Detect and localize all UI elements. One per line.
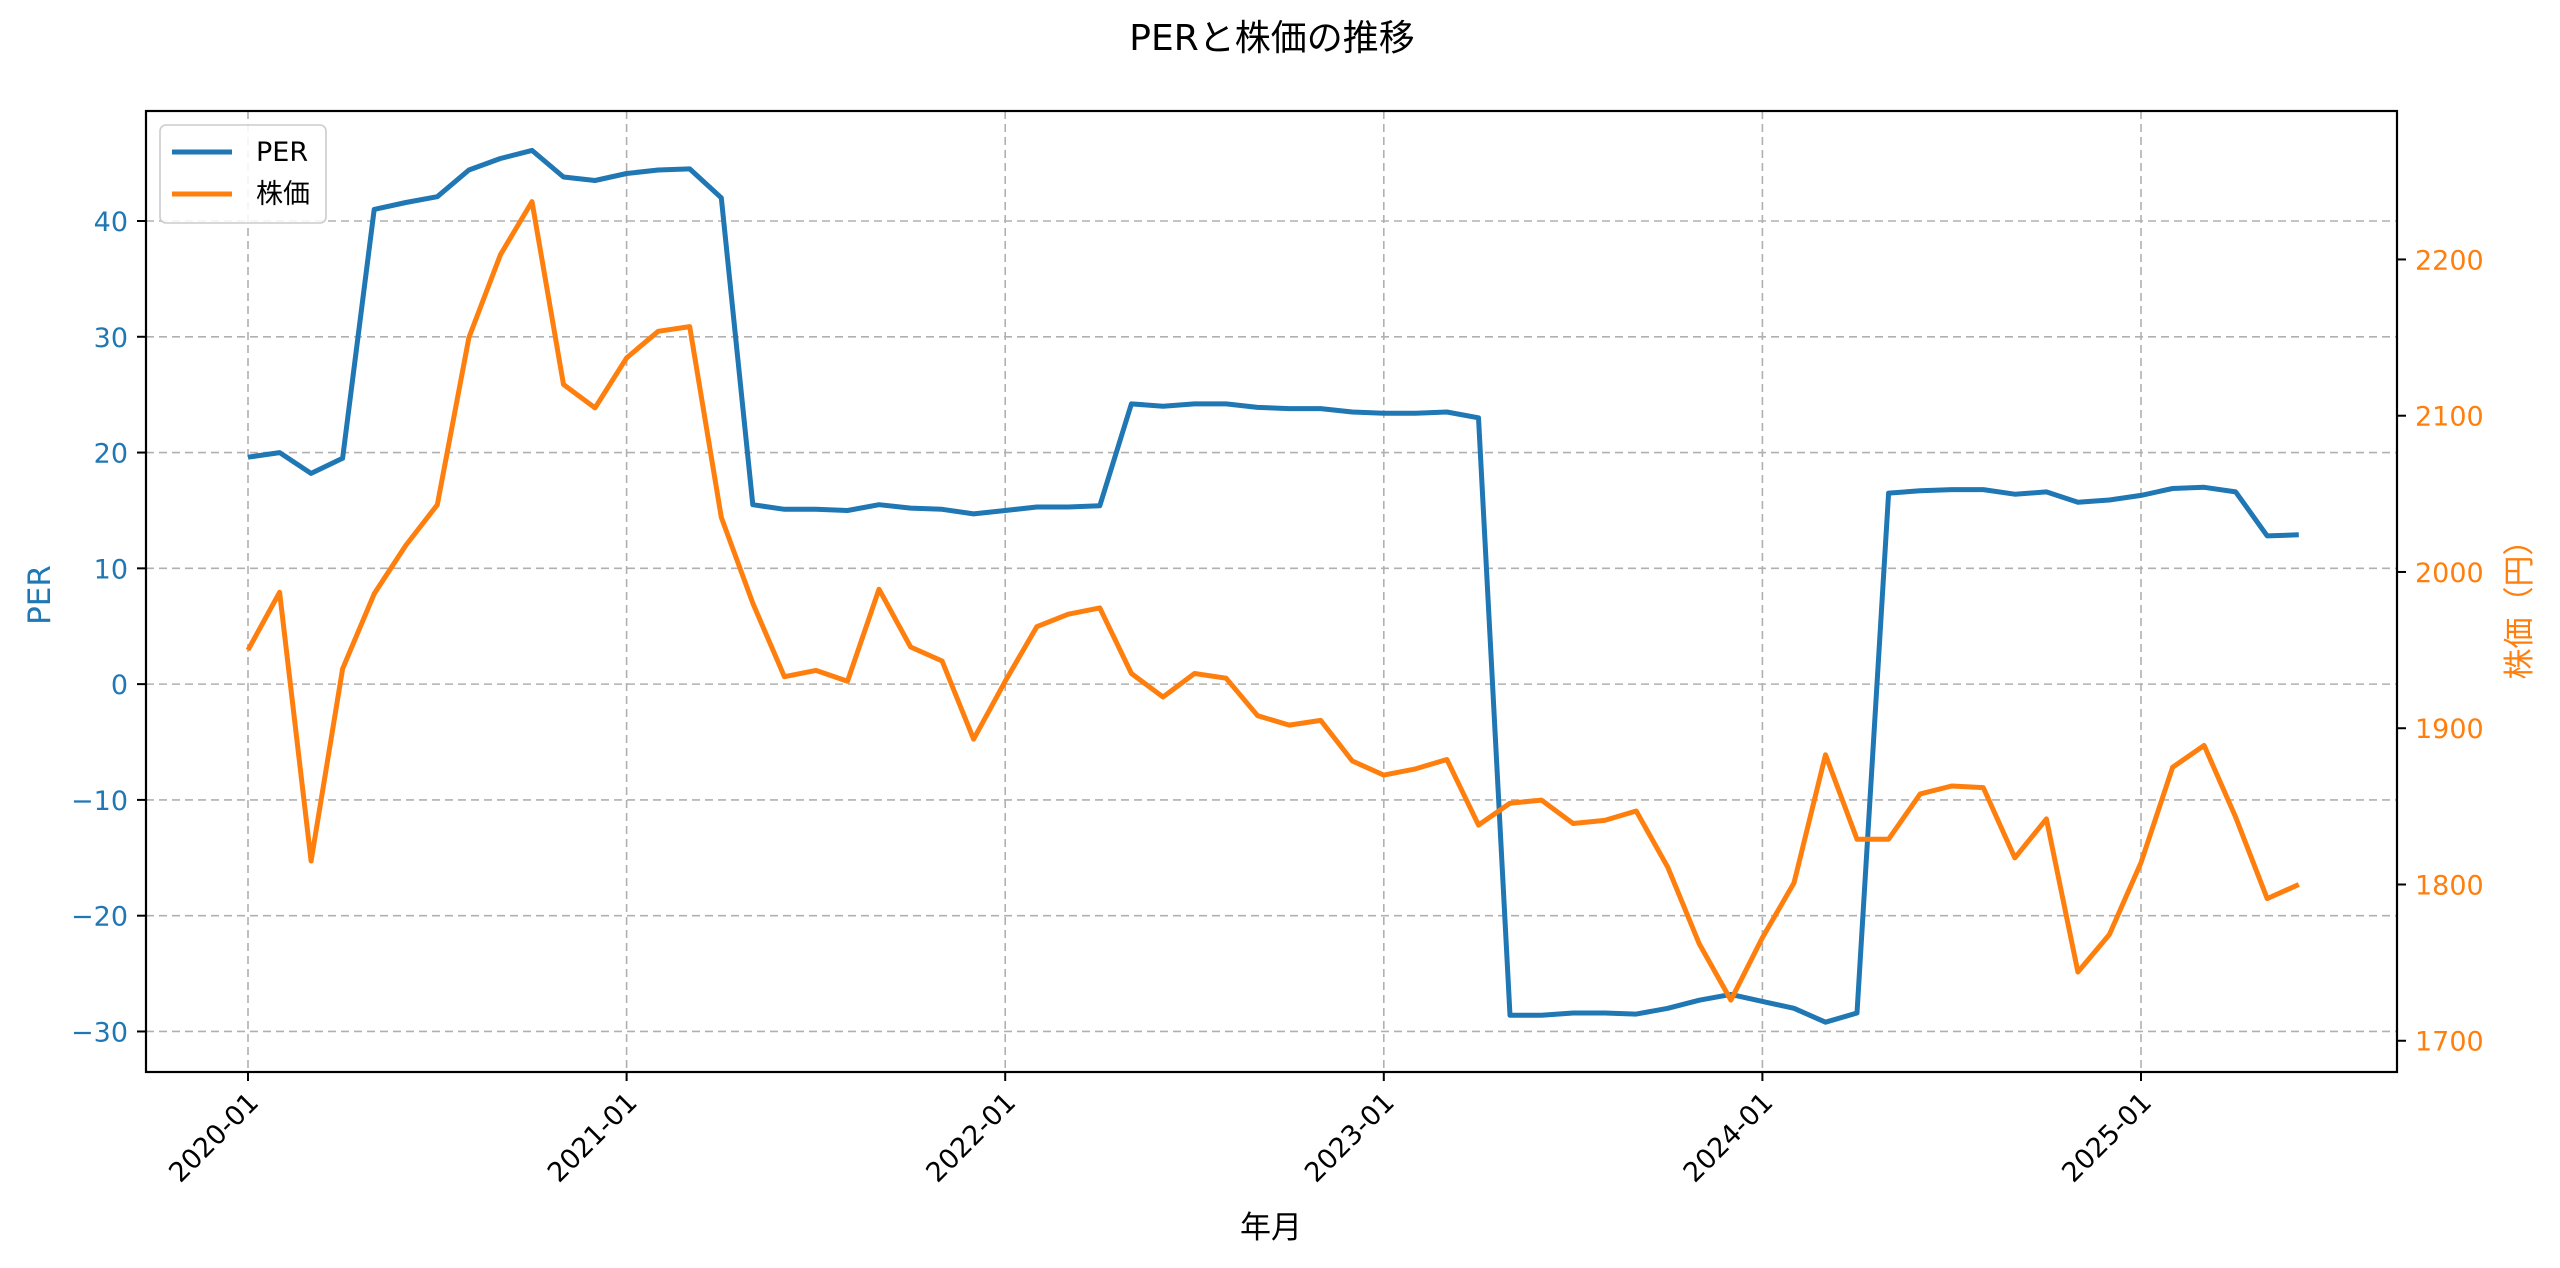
y-tick-label-right: 2200	[2415, 245, 2484, 276]
grid	[146, 111, 2397, 1072]
series-line-price	[245, 199, 2300, 1003]
axes-frame	[144, 109, 2399, 1074]
y-tick-label-right: 1900	[2415, 714, 2484, 745]
y-tick-label-left: 40	[94, 207, 128, 238]
y-tick-label-left: 30	[94, 323, 128, 354]
y-tick-label-left: −20	[71, 902, 128, 933]
series-line-per	[247, 147, 2299, 1025]
legend: PER 株価	[159, 124, 327, 224]
y-tick-label-right: 2100	[2415, 402, 2484, 433]
chart-title: PERと株価の推移	[1129, 18, 1414, 59]
x-axis-label: 年月	[1240, 1210, 1302, 1246]
y-tick-label-left: −30	[71, 1017, 128, 1048]
plot-area	[245, 147, 2300, 1025]
legend-label-price: 株価	[256, 179, 310, 210]
y-tick-label-left: −10	[71, 786, 128, 817]
y-tick-label-right: 1800	[2415, 870, 2484, 901]
y-axis-label-right: 株価（円）	[2502, 525, 2538, 680]
y-tick-label-left: 10	[94, 554, 128, 585]
y-axis-label-left: PER	[22, 565, 58, 625]
y-tick-label-left: 20	[94, 439, 128, 470]
y-tick-label-right: 1700	[2415, 1027, 2484, 1058]
legend-label-per: PER	[256, 137, 308, 168]
y-tick-label-right: 2000	[2415, 558, 2484, 589]
y-tick-label-left: 0	[111, 670, 128, 701]
